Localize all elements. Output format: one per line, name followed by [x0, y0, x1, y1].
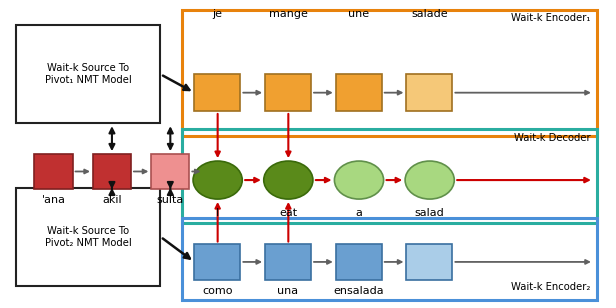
Text: salade: salade [411, 9, 448, 19]
Text: como: como [202, 286, 233, 296]
Text: je: je [213, 9, 222, 19]
Bar [407, 245, 452, 280]
Bar [182, 10, 597, 136]
Bar [34, 154, 73, 189]
Text: mange: mange [269, 9, 307, 19]
Text: une: une [348, 9, 369, 19]
Bar [265, 245, 311, 280]
Bar [16, 188, 161, 286]
Ellipse shape [264, 161, 313, 199]
Text: ensalada: ensalada [333, 286, 384, 296]
Bar [182, 218, 597, 300]
Ellipse shape [334, 161, 384, 199]
Bar [336, 74, 382, 111]
Text: una: una [277, 286, 299, 296]
Bar [93, 154, 131, 189]
Text: Wait-k Encoder₁: Wait-k Encoder₁ [511, 13, 591, 23]
Text: sulta: sulta [156, 195, 184, 205]
Text: Wait-k Source To
Pivot₂ NMT Model: Wait-k Source To Pivot₂ NMT Model [45, 226, 132, 248]
Ellipse shape [193, 161, 242, 199]
Text: 'ana: 'ana [41, 195, 65, 205]
Text: Wait-k Encoder₂: Wait-k Encoder₂ [511, 282, 591, 292]
Bar [194, 74, 240, 111]
Bar [336, 245, 382, 280]
Bar [182, 129, 597, 223]
Text: eat: eat [279, 208, 298, 218]
Bar [152, 154, 189, 189]
Text: Wait-k Decoder: Wait-k Decoder [514, 132, 591, 143]
Bar [194, 245, 240, 280]
Text: Wait-k Source To
Pivot₁ NMT Model: Wait-k Source To Pivot₁ NMT Model [45, 63, 132, 85]
Text: akil: akil [102, 195, 122, 205]
Bar [407, 74, 452, 111]
Bar [16, 25, 161, 123]
Text: I: I [216, 208, 219, 218]
Bar [265, 74, 311, 111]
Text: a: a [355, 208, 362, 218]
Ellipse shape [405, 161, 454, 199]
Text: salad: salad [415, 208, 445, 218]
